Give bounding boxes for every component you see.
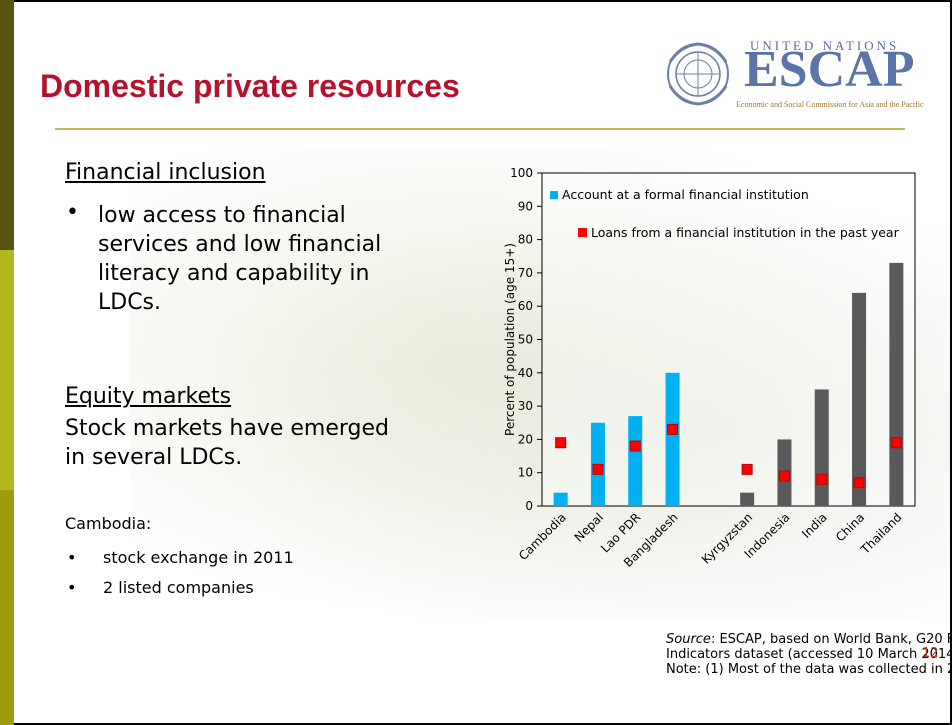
- source-line: Source: ESCAP, based on World Bank, G20 …: [666, 632, 952, 647]
- bar: [814, 389, 829, 506]
- x-tick-label: India: [799, 510, 830, 541]
- loan-marker: [853, 477, 865, 489]
- logo-subtitle: Economic and Social Commission for Asia …: [736, 100, 924, 109]
- bar: [665, 372, 680, 506]
- x-tick-label: Cambodia: [516, 510, 569, 563]
- x-tick-label: Kyrgyzstan: [699, 510, 755, 566]
- un-emblem-icon: [667, 42, 729, 106]
- source-line: Note: (1) Most of the data was collected…: [666, 662, 952, 677]
- source-italic-label: Source: [666, 632, 711, 647]
- small-bullet-text: stock exchange in 2011: [103, 548, 294, 567]
- loan-marker: [741, 463, 753, 475]
- x-tick-label: China: [833, 510, 867, 544]
- title-underline: [55, 128, 905, 130]
- y-tick-label: 50: [518, 333, 533, 347]
- legend-swatch-loans: [578, 228, 587, 237]
- source-line: Indicators dataset (accessed 10 March 20…: [666, 647, 952, 662]
- background-photo: [130, 150, 950, 620]
- loan-marker: [778, 470, 790, 482]
- y-tick-label: 80: [518, 233, 533, 247]
- loan-marker: [629, 440, 641, 452]
- left-bar-segment: [0, 0, 14, 250]
- page-number: 12: [922, 646, 939, 661]
- loan-marker: [555, 437, 567, 449]
- cambodia-label: Cambodia:: [65, 514, 152, 533]
- heading-equity-markets: Equity markets: [65, 384, 232, 409]
- top-border: [14, 0, 952, 2]
- legend-label-account: Account at a formal financial institutio…: [562, 187, 809, 202]
- x-tick-label: Thailand: [857, 510, 904, 557]
- small-bullet-text: 2 listed companies: [103, 578, 254, 597]
- source-note: Source: ESCAP, based on World Bank, G20 …: [666, 632, 952, 677]
- bar: [852, 292, 867, 506]
- bar: [628, 416, 643, 506]
- left-accent-bar: [0, 0, 14, 725]
- y-tick-label: 30: [518, 399, 533, 413]
- y-tick-label: 100: [510, 166, 533, 180]
- y-axis-label: Percent of population (age 15+): [503, 243, 517, 436]
- heading-financial-inclusion: Financial inclusion: [65, 160, 266, 185]
- bar: [889, 262, 904, 506]
- y-tick-label: 70: [518, 266, 533, 280]
- bullet1-line: literacy and capability in: [98, 261, 370, 286]
- bullet1-line: low access to financial: [98, 203, 346, 228]
- y-tick-label: 0: [525, 499, 533, 513]
- slide-title: Domestic private resources: [40, 68, 460, 104]
- bullet-dot: •: [66, 200, 79, 225]
- x-tick-label: Nepal: [572, 510, 606, 544]
- equity-line: Stock markets have emerged: [65, 416, 390, 441]
- right-border: [950, 0, 952, 725]
- financial-inclusion-chart: 0 10 20 30 40 50 60 70 80 90 100 Percent of populat…: [503, 166, 916, 570]
- loan-marker: [667, 423, 679, 435]
- legend-label-loans: Loans from a financial institution in th…: [591, 225, 900, 240]
- y-tick-label: 90: [518, 199, 533, 213]
- bullet-dot: •: [67, 548, 77, 567]
- left-bar-segment: [0, 490, 14, 725]
- loan-marker: [890, 437, 902, 449]
- logo-line1: UNITED NATIONS: [750, 38, 900, 53]
- bullet-dot: •: [67, 578, 77, 597]
- bottom-border: [14, 723, 952, 725]
- bullet1-line: services and low financial: [98, 232, 382, 257]
- equity-paragraph: Stock markets have emerged in several LD…: [65, 414, 389, 472]
- y-tick-label: 20: [518, 432, 533, 446]
- bar: [740, 492, 755, 506]
- escap-logo: UNITED NATIONS ESCAP Economic and Social…: [660, 38, 924, 118]
- logo-name: ESCAP: [744, 41, 915, 98]
- bar: [553, 492, 568, 506]
- equity-line: in several LDCs.: [65, 445, 243, 470]
- bullet1-text: low access to financial services and low…: [98, 201, 381, 317]
- loan-marker: [592, 463, 604, 475]
- legend-swatch-account: [550, 191, 558, 199]
- source-line1-text: : ESCAP, based on World Bank, G20 Financ…: [710, 632, 952, 647]
- bullet1-line: LDCs.: [98, 290, 162, 315]
- y-tick-label: 60: [518, 299, 533, 313]
- y-tick-label: 40: [518, 366, 533, 380]
- y-tick-label: 10: [518, 466, 533, 480]
- loan-marker: [816, 473, 828, 485]
- left-bar-segment: [0, 250, 14, 490]
